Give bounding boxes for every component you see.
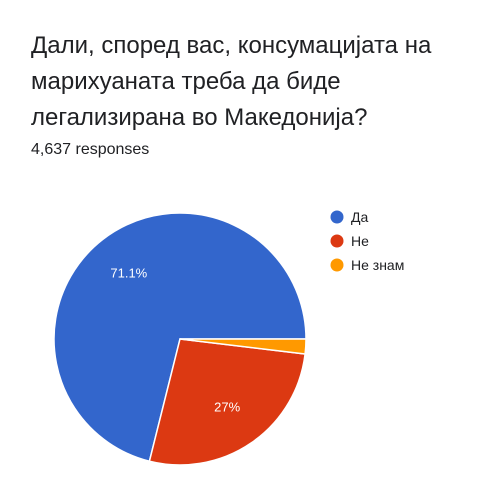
pie-slice-1 xyxy=(53,212,307,463)
pie-slices xyxy=(53,212,307,466)
pie-slice-2 xyxy=(148,338,306,466)
pie-slice-labels: 71.1% 27% xyxy=(110,265,240,414)
legend-label-2: Не xyxy=(351,233,369,249)
pie-slice-label-1: 71.1% xyxy=(110,265,147,280)
chart-legend: Да Не Не знам xyxy=(330,209,404,273)
pie-slice-label-2: 27% xyxy=(214,399,240,414)
pie-slice-3 xyxy=(179,338,307,355)
legend-swatch-2 xyxy=(330,234,344,248)
legend-label-3: Не знам xyxy=(351,257,404,273)
legend-swatch-3 xyxy=(330,258,344,272)
legend-label-1: Да xyxy=(351,209,368,225)
response-count: 4,637 responses xyxy=(31,141,150,158)
legend-swatch-1 xyxy=(330,210,344,224)
question-title: Дали, според вас, консумацијата на марих… xyxy=(31,32,432,131)
